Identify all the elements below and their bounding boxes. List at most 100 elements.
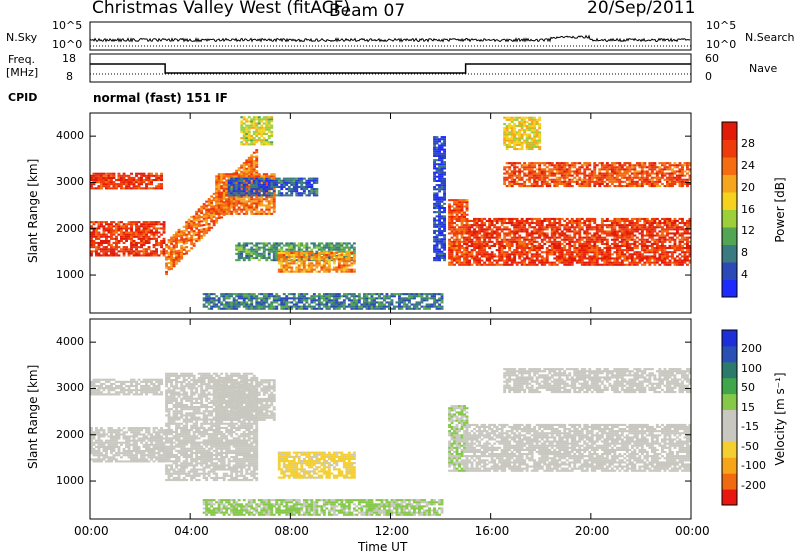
data-cell	[385, 293, 389, 296]
data-cell	[350, 262, 354, 265]
data-cell	[435, 150, 439, 153]
data-cell	[650, 232, 654, 235]
data-cell	[310, 297, 314, 300]
data-cell	[448, 255, 451, 258]
data-cell	[197, 208, 201, 211]
data-cell	[295, 307, 299, 310]
data-cell	[440, 232, 444, 235]
data-cell	[252, 194, 256, 197]
data-cell	[337, 303, 341, 306]
data-cell	[222, 198, 226, 201]
data-cell	[443, 140, 446, 143]
data-cell	[252, 120, 256, 123]
data-cell	[650, 255, 654, 258]
data-cell	[668, 222, 672, 225]
data-cell	[312, 188, 316, 191]
data-cell	[603, 238, 607, 241]
data-cell	[260, 141, 264, 144]
data-cell	[225, 301, 229, 304]
data-cell	[230, 206, 234, 209]
data-cell	[435, 225, 439, 228]
data-cell	[455, 242, 459, 245]
data-cell	[418, 303, 421, 306]
data-cell	[440, 257, 444, 260]
data-cell	[247, 248, 251, 251]
data-cell	[347, 305, 351, 308]
data-cell	[150, 225, 153, 228]
data-cell	[212, 299, 216, 302]
data-cell	[543, 257, 547, 260]
data-cell	[357, 293, 361, 296]
data-cell	[145, 254, 148, 257]
data-cell	[227, 208, 231, 211]
data-cell	[237, 242, 241, 245]
data-cell	[533, 240, 537, 243]
data-cell	[95, 227, 98, 230]
data-cell	[307, 250, 311, 253]
data-cell	[275, 254, 279, 257]
data-cell	[315, 250, 319, 253]
data-cell	[192, 217, 196, 220]
data-cell	[305, 297, 309, 300]
data-cell	[488, 244, 492, 247]
data-cell	[438, 225, 441, 228]
data-cell	[255, 192, 259, 195]
data-cell	[560, 253, 564, 256]
data-cell	[518, 238, 522, 241]
data-cell	[563, 224, 567, 227]
data-cell	[620, 255, 624, 258]
data-cell	[520, 247, 524, 250]
data-cell	[305, 248, 309, 251]
data-cell	[192, 223, 196, 226]
data-cell	[335, 307, 339, 310]
data-cell	[455, 236, 459, 239]
data-cell	[275, 248, 279, 251]
data-cell	[435, 202, 439, 205]
data-cell	[475, 236, 479, 239]
data-cell	[380, 307, 384, 310]
data-cell	[125, 174, 128, 177]
data-cell	[290, 268, 294, 271]
data-cell	[370, 303, 374, 306]
data-cell	[455, 230, 459, 233]
data-cell	[460, 228, 464, 231]
data-cell	[297, 192, 301, 195]
data-cell	[150, 179, 153, 182]
data-cell	[465, 207, 469, 210]
data-cell	[638, 255, 642, 258]
data-cell	[320, 242, 324, 245]
data-cell	[292, 303, 296, 306]
data-cell	[365, 297, 369, 300]
data-cell	[335, 254, 339, 257]
data-cell	[265, 244, 269, 247]
data-cell	[490, 230, 494, 233]
data-cell	[483, 236, 487, 239]
data-cell	[433, 238, 436, 241]
data-cell	[610, 257, 614, 260]
data-cell	[270, 259, 274, 262]
data-cell	[588, 259, 592, 262]
data-cell	[315, 194, 319, 197]
data-cell	[315, 258, 319, 261]
data-cell	[290, 190, 294, 193]
data-cell	[433, 163, 436, 166]
data-cell	[242, 173, 246, 176]
data-cell	[242, 143, 246, 146]
data-cell	[190, 230, 194, 233]
data-cell	[608, 247, 612, 250]
data-cell	[205, 208, 209, 211]
data-cell	[127, 227, 131, 230]
data-cell	[265, 188, 269, 191]
data-cell	[666, 253, 669, 256]
data-cell	[433, 217, 436, 220]
data-cell	[478, 251, 481, 254]
data-cell	[438, 303, 441, 306]
data-cell	[132, 244, 136, 247]
data-cell	[117, 246, 121, 249]
data-cell	[155, 231, 158, 234]
data-cell	[110, 254, 113, 257]
data-cell	[443, 259, 446, 262]
data-cell	[115, 229, 118, 232]
data-cell	[240, 190, 244, 193]
data-cell	[493, 259, 497, 262]
